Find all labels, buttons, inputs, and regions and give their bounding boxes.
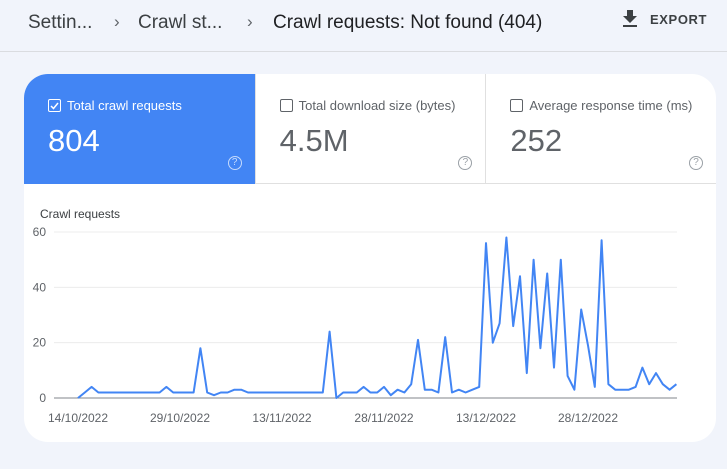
metric-tiles: Total crawl requests 804 ? Total downloa… — [24, 74, 716, 184]
x-tick-label: 28/12/2022 — [558, 411, 618, 425]
export-button[interactable]: EXPORT — [622, 10, 707, 28]
checkbox-unchecked-icon[interactable] — [510, 99, 524, 112]
help-icon[interactable]: ? — [227, 156, 242, 170]
metric-value: 804 — [48, 123, 100, 158]
x-tick-label: 14/10/2022 — [48, 411, 108, 425]
page-title: Crawl requests: Not found (404) — [273, 12, 543, 33]
checkbox-checked-icon[interactable] — [48, 99, 61, 112]
chevron-right-icon: › — [247, 12, 253, 31]
metric-value: 4.5M — [279, 123, 349, 158]
crawl-requests-chart: Crawl requests 0 20 40 60 14/10/2022 29/10/20… — [24, 184, 716, 442]
breadcrumb-settings[interactable]: Settin... — [28, 12, 93, 33]
help-icon[interactable]: ? — [458, 156, 473, 170]
y-tick-label: 20 — [33, 336, 47, 350]
x-tick-label: 28/11/2022 — [354, 411, 413, 425]
y-axis-title: Crawl requests — [40, 207, 121, 221]
x-tick-label: 13/12/2022 — [456, 411, 516, 425]
x-tick-label: 13/11/2022 — [252, 411, 311, 425]
export-label: EXPORT — [650, 11, 708, 27]
metric-value: 252 — [510, 123, 563, 158]
help-icon[interactable]: ? — [689, 156, 704, 170]
chevron-right-icon: › — [114, 12, 120, 31]
y-tick-label: 0 — [39, 391, 46, 405]
metric-tile-response-time[interactable]: Average response time (ms) 252 ? — [485, 74, 716, 184]
breadcrumb-crawl-stats[interactable]: Crawl st... — [138, 12, 223, 33]
metric-tile-download-size[interactable]: Total download size (bytes) 4.5M ? — [254, 74, 486, 184]
metric-tile-total-requests[interactable]: Total crawl requests 804 ? — [24, 74, 255, 184]
crawl-report-card: Total crawl requests 804 ? Total downloa… — [24, 74, 716, 442]
y-tick-label: 60 — [33, 225, 47, 239]
series-line[interactable] — [77, 236, 678, 399]
metric-label: Total crawl requests — [67, 98, 182, 113]
checkbox-unchecked-icon[interactable] — [279, 99, 293, 112]
metric-label: Total download size (bytes) — [298, 98, 456, 113]
y-tick-label: 40 — [33, 280, 47, 294]
header: Settin... › Crawl st... › Crawl requests… — [0, 0, 727, 52]
x-tick-label: 29/10/2022 — [150, 411, 210, 425]
download-icon — [623, 10, 637, 27]
metric-label: Average response time (ms) — [529, 98, 693, 113]
line-chart: 0 20 40 60 14/10/2022 29/10/2022 13/11/2022 28/… — [33, 225, 678, 425]
